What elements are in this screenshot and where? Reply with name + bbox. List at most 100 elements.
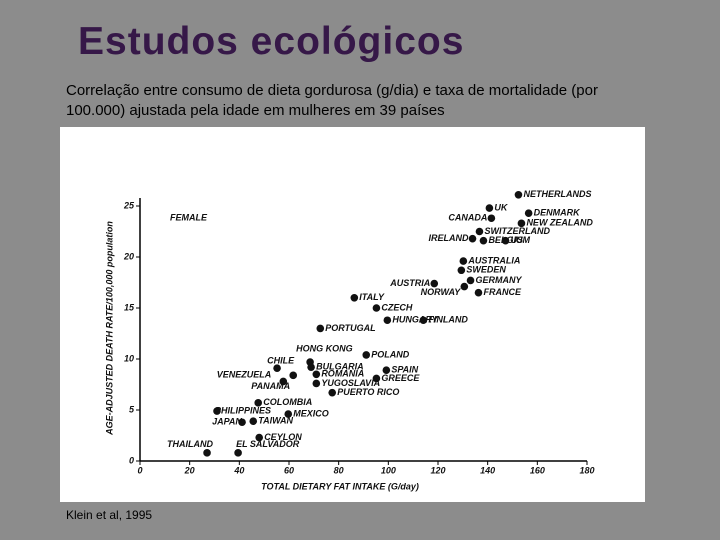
point-label: HUNGARY xyxy=(392,315,438,325)
point-label: SPAIN xyxy=(391,365,418,375)
point-label: BULGARIA xyxy=(316,362,364,372)
y-tick-label: 25 xyxy=(123,200,135,210)
point-label: PUERTO RICO xyxy=(337,387,399,397)
y-axis-label: AGE-ADJUSTED DEATH RATE/100,000 populati… xyxy=(104,221,114,436)
x-tick-label: 160 xyxy=(530,465,545,475)
point-label: NEW ZEALAND xyxy=(526,218,593,228)
point xyxy=(382,366,391,375)
point-label: CANADA xyxy=(448,213,487,223)
point xyxy=(255,433,263,442)
point-label: PANAMA xyxy=(251,381,290,391)
x-tick-label: 140 xyxy=(480,465,495,475)
point xyxy=(479,236,488,245)
point xyxy=(284,410,293,418)
slide-title: Estudos ecológicos xyxy=(78,20,465,63)
point xyxy=(517,219,526,228)
point xyxy=(487,214,496,223)
x-tick-label: 80 xyxy=(334,465,344,475)
point-label: DENMARK xyxy=(534,208,581,218)
point xyxy=(203,449,211,457)
x-tick-label: 120 xyxy=(430,465,445,475)
point xyxy=(466,276,475,285)
point-label: ROMANIA xyxy=(321,369,364,379)
point xyxy=(430,279,439,288)
y-tick-label: 0 xyxy=(129,455,134,465)
point xyxy=(457,266,466,275)
x-tick-label: 0 xyxy=(137,465,142,475)
point xyxy=(485,204,494,212)
point-label: GREECE xyxy=(381,373,420,383)
point-label: TAIWAN xyxy=(258,416,293,426)
point xyxy=(249,417,258,426)
point-label: VENEZUELA xyxy=(217,370,272,380)
point-label: US xyxy=(511,235,524,245)
point xyxy=(273,364,281,372)
point-label: EL SALVADOR xyxy=(236,439,300,449)
point-label: BELGIUM xyxy=(488,235,530,245)
x-tick-label: 100 xyxy=(381,465,396,475)
point xyxy=(474,288,483,297)
x-tick-label: 180 xyxy=(579,465,594,475)
point xyxy=(419,316,428,325)
y-tick-label: 15 xyxy=(124,302,135,312)
x-tick-label: 40 xyxy=(233,465,244,475)
point xyxy=(372,374,381,383)
point-label: FINLAND xyxy=(428,315,468,325)
point-label: IRELAND xyxy=(429,233,469,243)
point xyxy=(312,370,321,379)
point-label: GERMANY xyxy=(476,275,523,285)
point-label: CZECH xyxy=(381,302,412,312)
point-label: HONG KONG xyxy=(296,343,353,353)
point-label: NORWAY xyxy=(421,287,462,297)
point xyxy=(468,234,477,243)
point-label: PHILIPPINES xyxy=(215,405,271,415)
point xyxy=(524,209,533,217)
point xyxy=(238,418,246,427)
x-tick-label: 60 xyxy=(284,465,294,475)
y-tick-label: 10 xyxy=(124,353,134,363)
point xyxy=(501,236,510,245)
annotation: FEMALE xyxy=(170,212,208,222)
point xyxy=(362,351,371,359)
point xyxy=(307,363,315,371)
point xyxy=(514,190,523,199)
x-axis-label: TOTAL DIETARY FAT INTAKE (G/day) xyxy=(261,481,419,491)
point xyxy=(213,407,221,415)
slide-subtitle: Correlação entre consumo de dieta gordur… xyxy=(66,82,598,119)
point xyxy=(316,324,325,333)
point xyxy=(289,371,298,380)
source: Klein et al, 1995 xyxy=(66,508,153,522)
point xyxy=(459,257,468,265)
y-tick-label: 20 xyxy=(123,251,134,261)
point-label: NETHERLANDS xyxy=(523,189,591,199)
point xyxy=(234,449,242,457)
point xyxy=(328,388,337,397)
point-label: AUSTRALIA xyxy=(467,255,520,265)
point-label: AUSTRIA xyxy=(389,278,430,288)
point-label: FRANCE xyxy=(483,287,521,297)
point xyxy=(279,377,288,386)
point-label: SWEDEN xyxy=(466,265,506,275)
point-label: ITALY xyxy=(359,292,385,302)
y-tick-label: 5 xyxy=(129,404,135,414)
point xyxy=(350,294,359,302)
point-label: COLOMBIA xyxy=(263,397,312,407)
point-label: UK xyxy=(494,202,508,212)
point-label: POLAND xyxy=(371,349,410,359)
point-label: YUGOSLAVIA xyxy=(321,378,380,388)
x-tick-label: 20 xyxy=(184,465,195,475)
point-label: MEXICO xyxy=(293,408,329,418)
point-label: SWITZERLAND xyxy=(484,226,550,236)
point-label: JAPAN xyxy=(212,417,242,427)
point xyxy=(475,227,484,236)
point xyxy=(254,399,263,407)
chart-background xyxy=(60,127,645,502)
point-label: PORTUGAL xyxy=(325,323,375,333)
point xyxy=(312,379,321,388)
point-label: CEYLON xyxy=(264,432,302,442)
point-label: CHILE xyxy=(267,356,295,366)
point-label: THAILAND xyxy=(167,439,213,449)
point xyxy=(372,304,381,312)
